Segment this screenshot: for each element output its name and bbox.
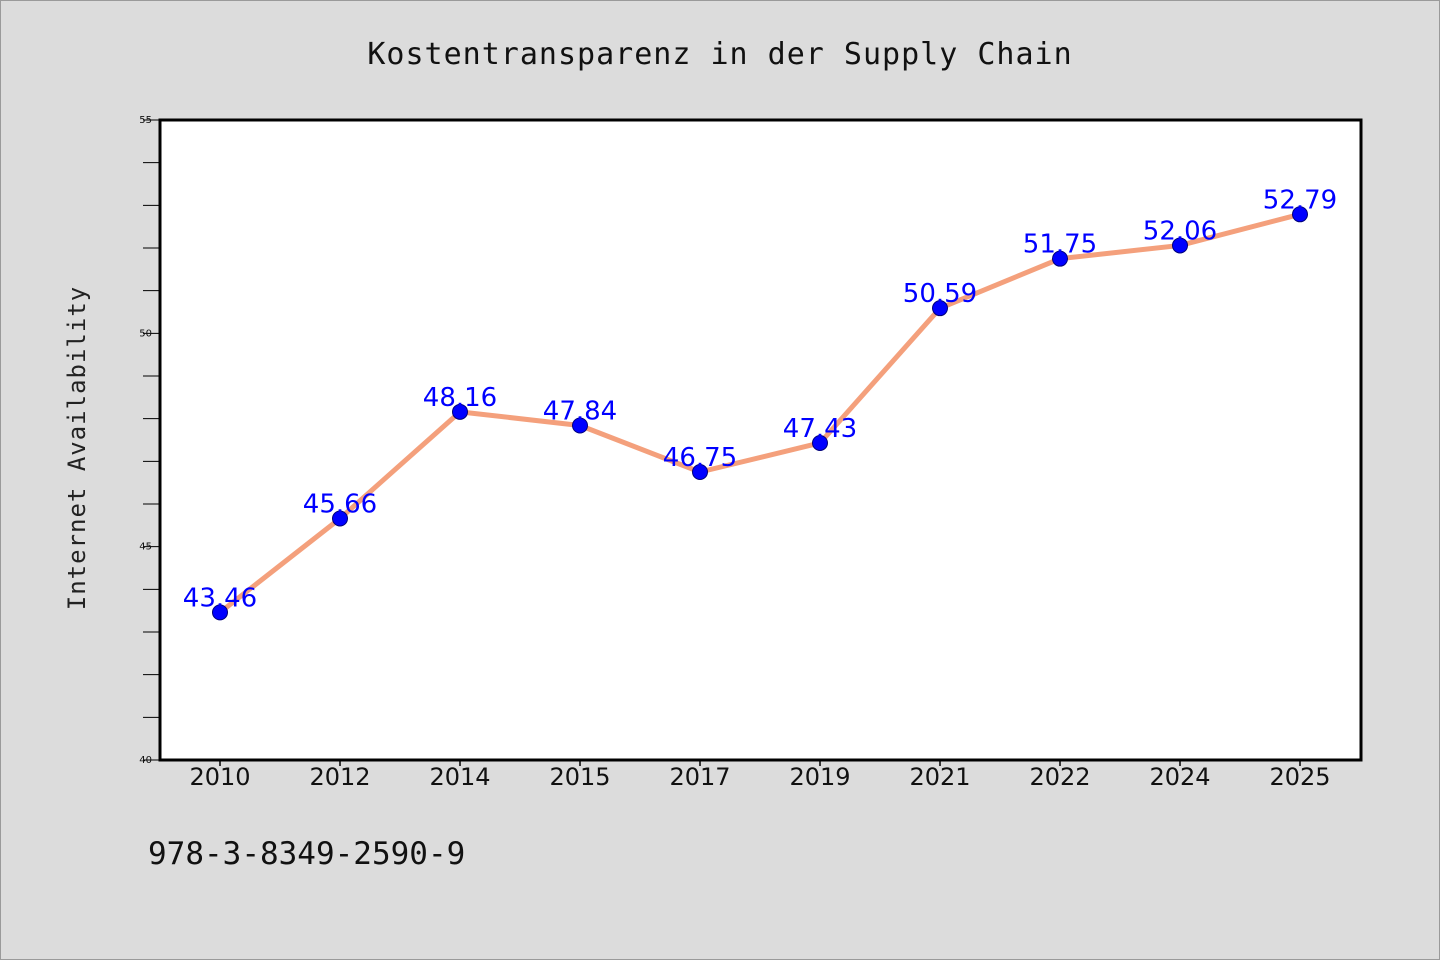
footer-isbn: 978-3-8349-2590-9	[148, 836, 465, 872]
data-point-2019	[812, 434, 828, 451]
data-label-2019: 47.43	[783, 414, 857, 444]
data-label-2022: 51.75	[1023, 230, 1097, 260]
x-axis: 2010 2012 2014 2015 2017 2019 2021 2022 2024 2025	[189, 760, 1331, 791]
x-tick-label-2024: 2024	[1149, 763, 1210, 791]
x-tick-label-2022: 2022	[1029, 763, 1090, 791]
y-tick-label-1: 45	[139, 542, 152, 553]
chart-title: Kostentransparenz in der Supply Chain	[367, 37, 1072, 72]
plot-area	[158, 118, 1363, 762]
data-label-2025: 52.79	[1263, 185, 1337, 215]
data-label-2021: 50.59	[903, 279, 977, 309]
data-label-2014: 48.16	[423, 383, 497, 413]
data-label-2017: 46.75	[663, 443, 737, 473]
data-label-2024: 52.06	[1143, 216, 1217, 246]
x-tick-label-2021: 2021	[909, 763, 970, 791]
data-point-2010	[212, 604, 228, 621]
data-point-2022	[1052, 250, 1068, 267]
y-axis: 40 45 50 55	[139, 115, 160, 766]
series-layer: 43.46 45.66 48.16 47.84 46.75 47.43 50.59 51.75…	[183, 185, 1337, 621]
series-line	[217, 211, 1303, 615]
data-label-2015: 47.84	[543, 396, 617, 426]
y-tick-label-2: 50	[139, 328, 152, 339]
data-label-2012: 45.66	[303, 490, 377, 520]
data-point-2014	[452, 403, 468, 420]
data-point-2021	[932, 300, 948, 317]
x-tick-label-2019: 2019	[789, 763, 850, 791]
x-tick-label-2010: 2010	[189, 763, 250, 791]
x-tick-label-2015: 2015	[549, 763, 610, 791]
y-tick-label-0: 40	[139, 755, 152, 766]
data-point-2017	[692, 464, 708, 480]
x-tick-label-2025: 2025	[1269, 763, 1330, 791]
y-axis-label: Internet Availability	[63, 286, 91, 610]
y-tick-label-3: 55	[139, 115, 152, 126]
data-point-2025	[1292, 206, 1308, 223]
x-tick-label-2017: 2017	[669, 763, 730, 791]
x-tick-label-2012: 2012	[309, 763, 370, 791]
data-point-2015	[572, 417, 588, 434]
data-label-2010: 43.46	[183, 583, 257, 613]
x-tick-label-2014: 2014	[429, 763, 490, 791]
data-point-2024	[1172, 237, 1188, 254]
data-point-2012	[332, 510, 348, 527]
